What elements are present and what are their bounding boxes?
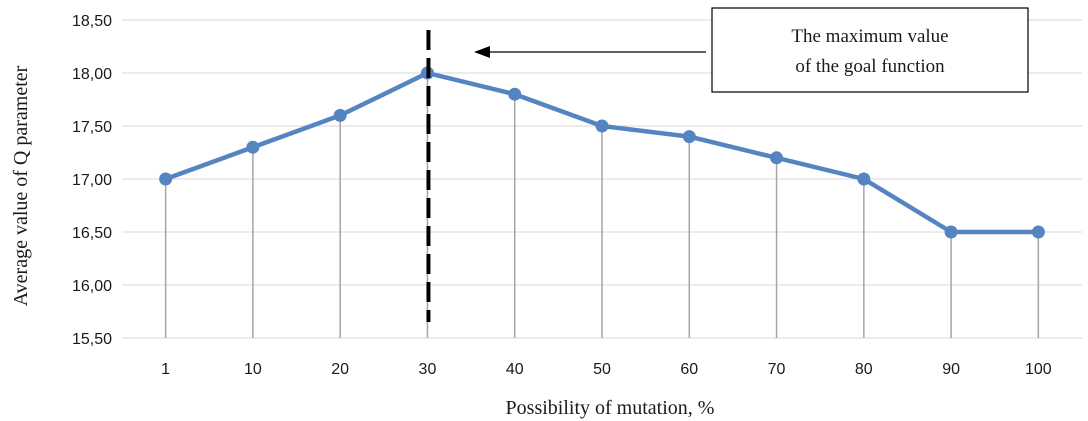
annotation-arrowhead	[474, 46, 490, 58]
y-tick-label: 16,00	[72, 278, 112, 295]
data-point	[508, 87, 522, 101]
x-tick-label: 1	[161, 361, 170, 378]
y-tick-label: 18,50	[72, 13, 112, 30]
x-tick-labels: 1 10 20 30 40 50 60 70 80 90 100	[161, 361, 1052, 378]
data-point	[246, 140, 260, 154]
y-tick-label: 15,50	[72, 331, 112, 348]
x-tick-label: 100	[1025, 361, 1052, 378]
x-tick-label: 40	[506, 361, 524, 378]
data-point	[1031, 225, 1045, 239]
x-tick-label: 90	[942, 361, 960, 378]
data-point	[944, 225, 958, 239]
annotation-box	[711, 7, 1029, 93]
y-axis-title: Average value of Q parameter	[10, 65, 32, 306]
x-tick-label: 20	[331, 361, 349, 378]
x-tick-label: 30	[419, 361, 437, 378]
series-layer	[159, 66, 1045, 239]
x-tick-label: 10	[244, 361, 262, 378]
data-point	[857, 172, 871, 186]
annotation-line-1: The maximum value	[791, 26, 948, 47]
data-point	[682, 130, 696, 144]
x-tick-label: 50	[593, 361, 611, 378]
y-tick-labels: 15,50 16,00 16,50 17,00 17,50 18,00 18,50	[72, 13, 112, 348]
x-tick-label: 60	[680, 361, 698, 378]
x-tick-label: 70	[768, 361, 786, 378]
data-point	[770, 151, 784, 165]
data-point	[333, 108, 347, 122]
annotation-line-2: of the goal function	[795, 56, 945, 77]
annotation-layer: The maximum value of the goal function	[474, 7, 1029, 93]
data-point	[595, 119, 609, 133]
y-tick-label: 18,00	[72, 66, 112, 83]
y-tick-label: 17,50	[72, 119, 112, 136]
y-tick-label: 17,00	[72, 172, 112, 189]
y-tick-label: 16,50	[72, 225, 112, 242]
x-axis-title: Possibility of mutation, %	[506, 397, 715, 419]
data-point	[159, 172, 173, 186]
x-tick-label: 80	[855, 361, 873, 378]
